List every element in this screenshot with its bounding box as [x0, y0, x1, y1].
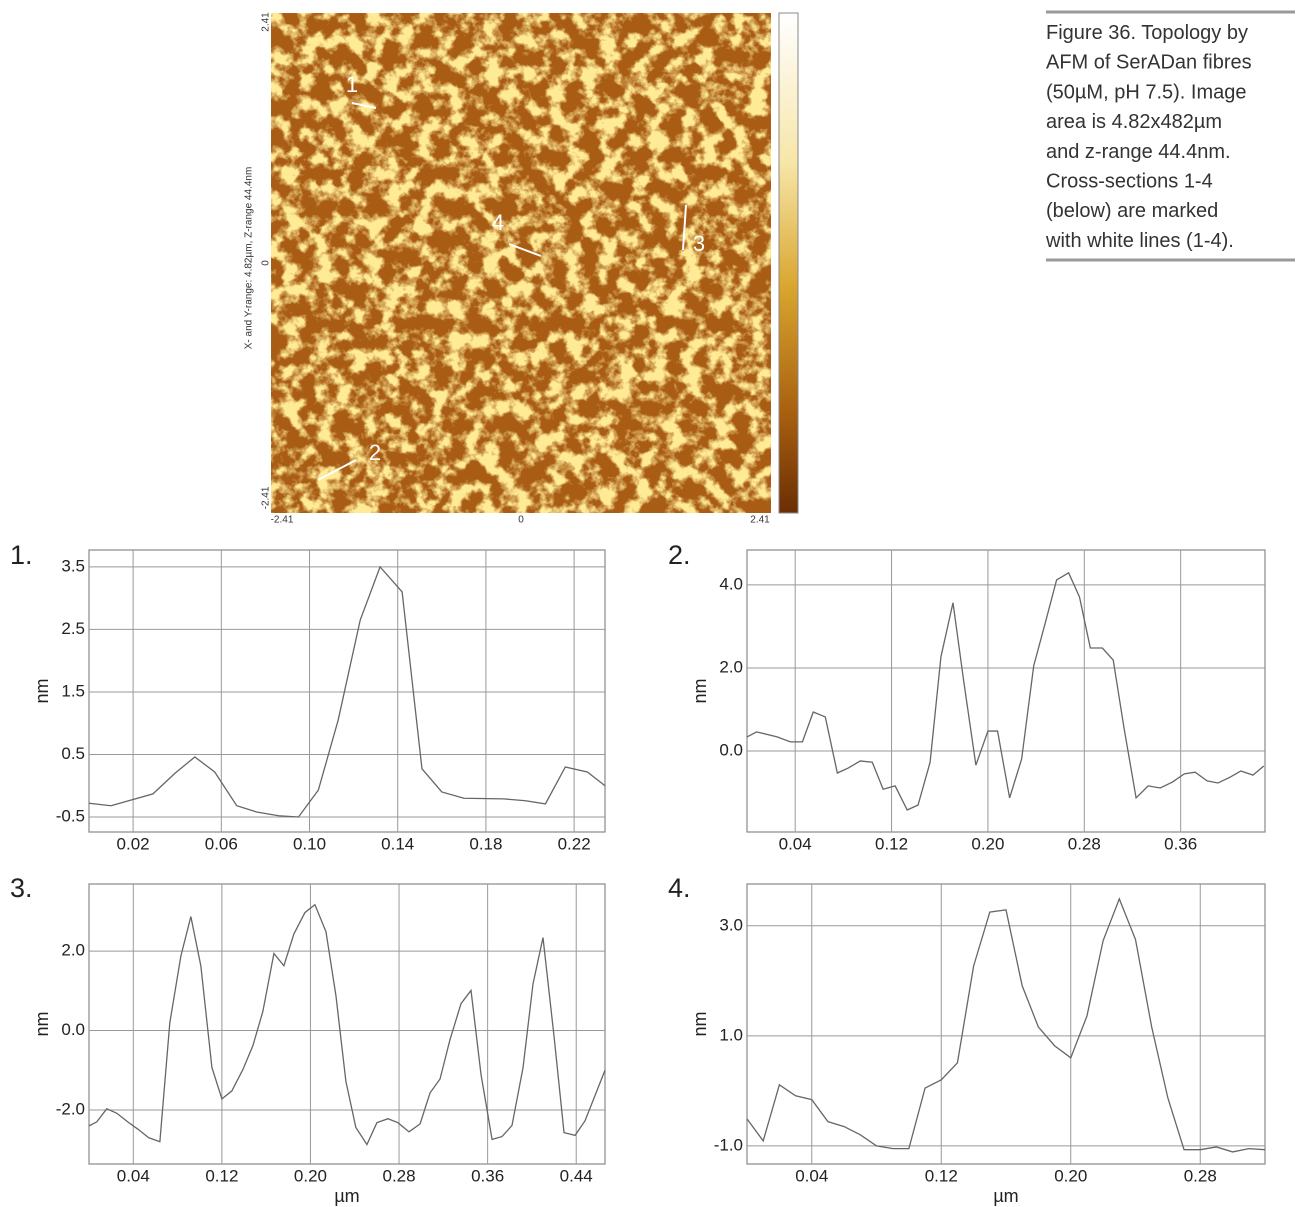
- section-marker: 2: [369, 440, 381, 465]
- x-tick-label: 0.04: [795, 1166, 828, 1185]
- y-axis-label: nm: [690, 678, 710, 703]
- caption-line: Figure 36. Topology by: [1046, 22, 1248, 44]
- afm-x-tick: 0: [518, 515, 524, 526]
- plot-area: [88, 549, 606, 833]
- y-tick-label: 2.0: [719, 657, 743, 676]
- y-tick-label: 2.0: [61, 941, 85, 960]
- y-tick-label: 4.0: [719, 574, 743, 593]
- y-axis-label: nm: [32, 1011, 52, 1036]
- afm-image: 1 2 3 4 2.41 0 -2.41 X- and Y-range: 4.8…: [244, 12, 799, 526]
- y-tick-label: 2.5: [61, 619, 85, 638]
- x-tick-label: 0.44: [560, 1166, 593, 1185]
- x-tick-label: 0.28: [1184, 1166, 1217, 1185]
- section-line: [351, 102, 377, 109]
- section-line: [682, 204, 687, 251]
- y-tick-label: 0.0: [61, 1020, 85, 1039]
- afm-axis-label: X- and Y-range: 4.82µm, Z-range 44.4nm: [244, 167, 255, 350]
- x-tick-label: 0.06: [205, 834, 238, 853]
- x-tick-label: 0.28: [1068, 834, 1101, 853]
- cross-section-chart: 0.04 0.12 0.20 0.28 0.36 4.0 2.0 0.0 2. nm: [668, 540, 1266, 853]
- profile-line: [746, 897, 1266, 1153]
- caption-line: Cross-sections 1-4: [1046, 171, 1213, 193]
- x-tick-label: 0.14: [381, 834, 414, 853]
- afm-y-tick: -2.41: [261, 486, 272, 509]
- afm-y-tick: 0: [261, 260, 272, 266]
- plot-area: [88, 883, 606, 1165]
- x-tick-label: 0.10: [293, 834, 326, 853]
- z-colorbar: [778, 12, 799, 514]
- panel-label: 3.: [10, 873, 33, 903]
- x-tick-label: 0.36: [1164, 834, 1197, 853]
- profile-line: [88, 903, 606, 1146]
- x-axis-label: µm: [334, 1186, 359, 1206]
- x-tick-label: 0.12: [925, 1166, 958, 1185]
- x-tick-label: 0.20: [1054, 1166, 1087, 1185]
- x-tick-label: 0.12: [875, 834, 908, 853]
- plot-area: [746, 883, 1266, 1165]
- caption-line: (below) are marked: [1046, 200, 1218, 222]
- y-tick-label: -0.5: [56, 806, 85, 825]
- x-tick-label: 0.04: [117, 1166, 150, 1185]
- caption-line: (50µM, pH 7.5). Image: [1046, 81, 1247, 103]
- y-tick-label: -1.0: [714, 1135, 743, 1154]
- y-tick-label: 3.0: [719, 915, 743, 934]
- section-marker: 3: [693, 231, 705, 256]
- section-line: [508, 243, 542, 257]
- profile-line: [746, 571, 1265, 811]
- x-tick-label: 0.20: [294, 1166, 327, 1185]
- x-tick-label: 0.36: [471, 1166, 504, 1185]
- y-tick-label: 1.5: [61, 681, 85, 700]
- caption-line: with white lines (1-4).: [1045, 230, 1234, 252]
- y-tick-label: 1.0: [719, 1025, 743, 1044]
- cross-section-chart: 0.04 0.12 0.20 0.28 0.36 0.44 2.0 0.0 -2.0 3. nm µm: [10, 873, 606, 1206]
- y-tick-label: 0.5: [61, 744, 85, 763]
- section-line: [317, 459, 357, 481]
- y-tick-label: 0.0: [719, 740, 743, 759]
- afm-x-tick: -2.41: [271, 515, 294, 526]
- profile-line: [88, 565, 606, 818]
- section-marker: 4: [492, 210, 504, 235]
- cross-section-chart: 0.02 0.06 0.10 0.14 0.18 0.22 3.5 2.5 1.5 0.5 -0.5…: [10, 540, 606, 853]
- y-tick-label: 3.5: [61, 556, 85, 575]
- x-tick-label: 0.20: [971, 834, 1004, 853]
- section-marker: 1: [346, 72, 358, 97]
- panel-label: 4.: [668, 873, 691, 903]
- panel-label: 1.: [10, 540, 33, 570]
- plot-area: [746, 549, 1266, 833]
- caption: Figure 36. Topology by AFM of SerADan fib…: [1045, 10, 1295, 262]
- caption-line: AFM of SerADan fibres: [1046, 52, 1252, 74]
- y-tick-label: -2.0: [56, 1099, 85, 1118]
- x-tick-label: 0.18: [469, 834, 502, 853]
- afm-x-tick: 2.41: [750, 515, 770, 526]
- x-tick-label: 0.04: [779, 834, 812, 853]
- x-tick-label: 0.28: [382, 1166, 415, 1185]
- afm-y-tick: 2.41: [261, 12, 272, 32]
- y-axis-label: nm: [32, 678, 52, 703]
- x-tick-label: 0.02: [117, 834, 150, 853]
- caption-line: and z-range 44.4nm.: [1046, 141, 1231, 163]
- x-axis-label: µm: [993, 1186, 1018, 1206]
- cross-section-chart: 0.04 0.12 0.20 0.28 3.0 1.0 -1.0 4. nm µm: [668, 873, 1266, 1206]
- y-axis-label: nm: [690, 1011, 710, 1036]
- caption-line: area is 4.82x482µm: [1046, 111, 1222, 133]
- x-tick-label: 0.12: [205, 1166, 238, 1185]
- x-tick-label: 0.22: [558, 834, 591, 853]
- panel-label: 2.: [668, 540, 691, 570]
- afm-texture: [271, 13, 771, 513]
